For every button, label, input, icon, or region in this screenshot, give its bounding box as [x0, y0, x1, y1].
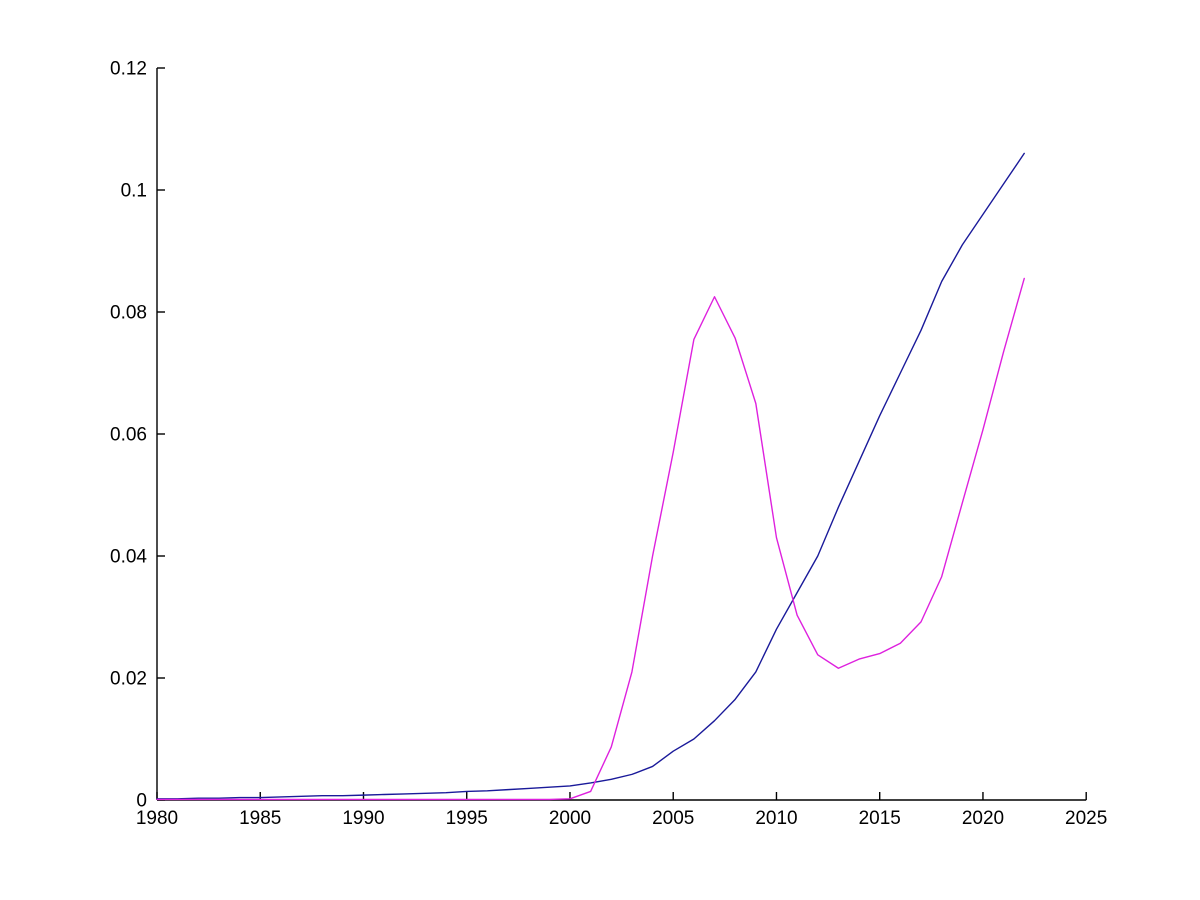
x-tick-label: 2020 [962, 808, 1004, 829]
x-tick-label: 1985 [239, 808, 281, 829]
y-tick-label: 0.08 [110, 303, 147, 324]
x-tick-label: 1995 [446, 808, 488, 829]
y-tick-label: 0.1 [121, 181, 147, 202]
magenta-line [156, 277, 1025, 801]
x-tick-label: 1980 [136, 808, 178, 829]
y-tick-label: 0.06 [110, 425, 147, 446]
y-tick-label: 0.02 [110, 669, 147, 690]
x-tick-label: 2010 [755, 808, 797, 829]
x-tick-label: 2000 [549, 808, 591, 829]
y-tick-label: 0 [136, 791, 147, 812]
x-tick-label: 1990 [342, 808, 384, 829]
x-tick-label: 2005 [652, 808, 694, 829]
dark-blue-line [156, 152, 1025, 800]
x-axis-ticks: 1980 1985 1990 1995 2000 2005 2010 2015 2020 2025 [136, 792, 1107, 829]
y-tick-label: 0.04 [110, 547, 147, 568]
axes [156, 68, 1087, 801]
y-tick-label: 0.12 [110, 59, 147, 80]
y-axis-ticks: 0 0.02 0.04 0.06 0.08 0.1 0.12 [110, 59, 165, 812]
chart-series [156, 152, 1025, 801]
x-tick-label: 2015 [859, 808, 901, 829]
x-tick-label: 2025 [1065, 808, 1107, 829]
